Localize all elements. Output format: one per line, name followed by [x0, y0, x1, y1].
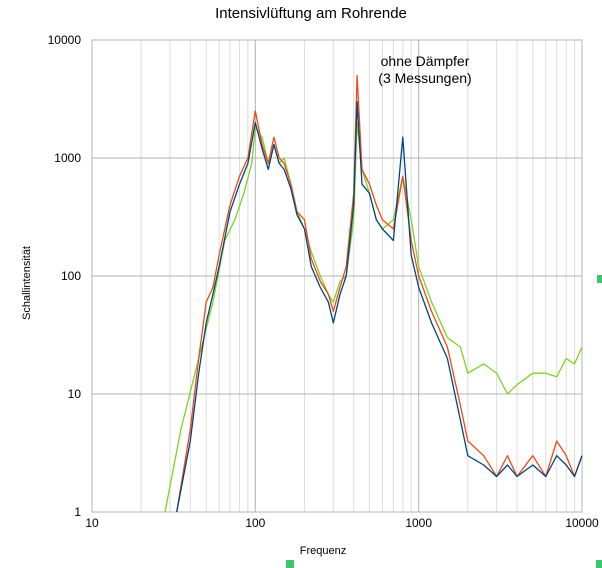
y-tick-label: 1000 — [54, 151, 81, 165]
y-tick-label: 10000 — [48, 33, 82, 47]
y-tick-label: 1 — [74, 505, 81, 519]
series-layer — [164, 74, 583, 513]
series-line-1 — [164, 121, 583, 513]
selection-handle-bottom[interactable] — [286, 560, 294, 568]
x-tick-label: 10 — [85, 516, 99, 530]
series-line-3 — [176, 101, 583, 513]
annotation-line-2: (3 Messungen) — [378, 70, 471, 86]
y-tick-label: 100 — [61, 269, 81, 283]
annotation-line-1: ohne Dämpfer — [381, 53, 470, 69]
x-tick-label: 100 — [245, 516, 265, 530]
major-gridlines — [91, 39, 583, 513]
tick-labels: 10 100 1000 10000 1 10 100 1000 10000 — [48, 33, 599, 530]
x-tick-label: 10000 — [565, 516, 599, 530]
y-axis-label: Schallintensität — [21, 246, 33, 320]
selection-handle-right[interactable] — [597, 275, 602, 283]
chart-title: Intensivlüftung am Rohrende — [215, 5, 407, 22]
y-tick-label: 10 — [68, 387, 82, 401]
selection-handle-corner[interactable] — [596, 560, 602, 568]
plot-area — [91, 39, 583, 513]
series-line-2 — [176, 74, 583, 513]
x-axis-label: Frequenz — [300, 545, 346, 557]
x-tick-label: 1000 — [405, 516, 432, 530]
